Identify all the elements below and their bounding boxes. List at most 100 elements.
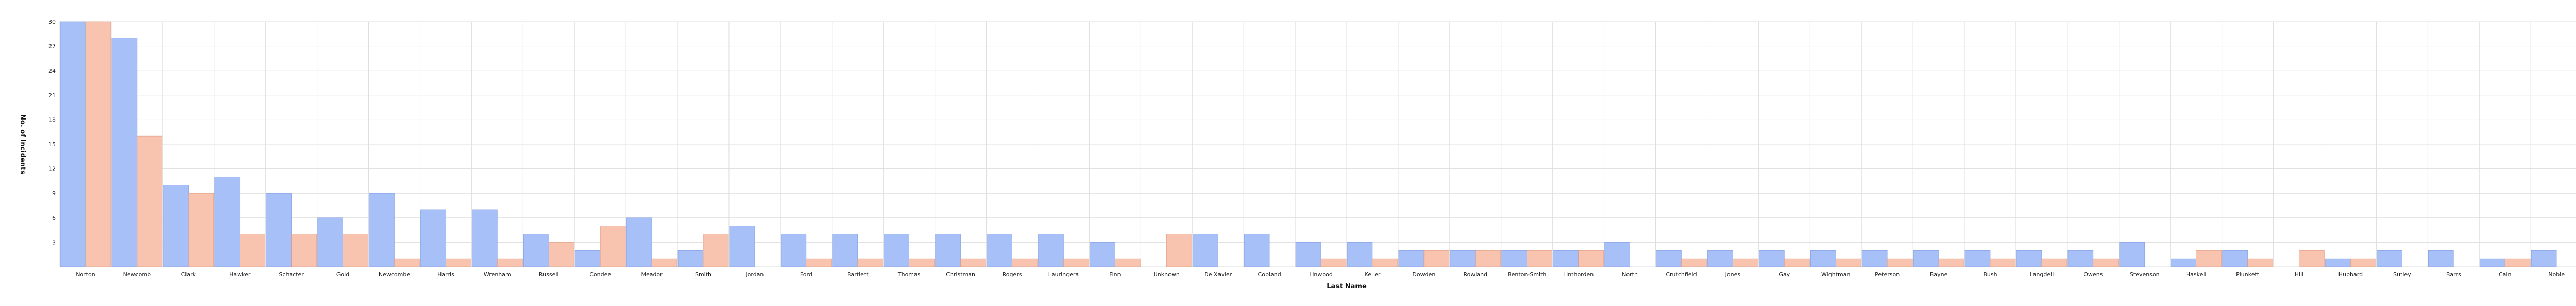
x-tick-label: Dowden: [1412, 271, 1435, 278]
x-tick-label: Keller: [1365, 271, 1381, 278]
bar-series-1: [1810, 250, 1836, 267]
bar-series-1: [2479, 258, 2505, 267]
bar-series-2: [188, 193, 214, 267]
x-tick-label: Unknown: [1154, 271, 1180, 278]
x-tick-label: Jordan: [745, 271, 764, 278]
bar-series-1: [1244, 234, 1270, 267]
bar-series-2: [548, 242, 574, 267]
bar-series-2: [1475, 250, 1501, 267]
bar-series-2: [1681, 258, 1707, 267]
bar-series-1: [2016, 250, 2042, 267]
x-tick-label: Gold: [336, 271, 349, 278]
bar-series-2: [1372, 258, 1398, 267]
bar-series-2: [2041, 258, 2067, 267]
x-tick-label: Crutchfield: [1666, 271, 1697, 278]
bar-series-2: [497, 258, 523, 267]
bar-series-1: [1038, 234, 1064, 267]
bar-series-1: [1913, 250, 1939, 267]
x-tick-label: Clark: [181, 271, 196, 278]
bar-series-2: [806, 258, 832, 267]
x-tick-label: Wightman: [1821, 271, 1850, 278]
x-tick-label: Peterson: [1875, 271, 1900, 278]
x-tick-label: Rogers: [1003, 271, 1022, 278]
bar-series-2: [446, 258, 471, 267]
bar-series-2: [1423, 250, 1450, 267]
x-tick-label: Barrs: [2446, 271, 2461, 278]
x-tick-label: Jones: [1725, 271, 1741, 278]
bar-series-1: [1347, 242, 1373, 267]
bar-series-1: [2377, 250, 2402, 267]
x-tick-label: Linthorden: [1563, 271, 1594, 278]
x-tick-label: Bartlett: [847, 271, 869, 278]
bar-series-1: [1398, 250, 1425, 267]
y-tick-label: 27: [48, 43, 56, 50]
bar-series-1: [420, 209, 446, 267]
bar-series-2: [1527, 250, 1552, 267]
bar-series-2: [1938, 258, 1964, 267]
bar-series-2: [240, 234, 265, 267]
bar-series-1: [1501, 250, 1528, 267]
ticks: 3 6 9 12 15 18 21 24 27 30 Norton Newcomb Clark Hawke…: [48, 19, 2565, 278]
bar-series-2: [1012, 258, 1038, 267]
x-tick-label: Newcomb: [123, 271, 151, 278]
bar-series-1: [266, 193, 292, 267]
bar-series-2: [2350, 258, 2376, 267]
x-tick-label: Thomas: [897, 271, 921, 278]
bar-series-1: [472, 209, 498, 267]
bar-series-2: [600, 226, 626, 267]
bar-series-2: [1063, 258, 1089, 267]
bar-series-1: [214, 177, 241, 267]
bar-series-1: [1295, 242, 1321, 267]
bar-series-2: [1835, 258, 1861, 267]
bar-series-1: [1759, 250, 1785, 267]
x-tick-label: Ford: [800, 271, 812, 278]
y-tick-label: 18: [48, 116, 56, 123]
bar-series-2: [1115, 258, 1141, 267]
bar-series-1: [1553, 250, 1579, 267]
bar-series-1: [1964, 250, 1991, 267]
bar-series-1: [1450, 250, 1476, 267]
y-tick-label: 30: [48, 19, 56, 25]
x-tick-label: Russell: [539, 271, 558, 278]
x-tick-label: Stevenson: [2130, 271, 2160, 278]
x-tick-label: Smith: [695, 271, 711, 278]
bar-series-2: [1887, 258, 1913, 267]
bar-series-1: [832, 234, 858, 267]
bar-series-1: [1090, 242, 1115, 267]
bar-series-1: [523, 234, 549, 267]
bar-series-2: [651, 258, 677, 267]
bar-series-1: [1656, 250, 1682, 267]
bar-series-1: [2171, 258, 2196, 267]
x-tick-label: Cain: [2499, 271, 2511, 278]
bar-series-2: [2299, 250, 2325, 267]
y-tick-label: 6: [52, 215, 56, 222]
x-tick-label: Hubbard: [2338, 271, 2363, 278]
x-tick-label: Noble: [2548, 271, 2565, 278]
bar-series-2: [85, 21, 111, 267]
x-tick-label: Bush: [1983, 271, 1997, 278]
x-tick-label: Lauringera: [1048, 271, 1079, 278]
x-tick-label: Owens: [2083, 271, 2103, 278]
bar-series-1: [369, 193, 395, 267]
bar-series-2: [291, 234, 317, 267]
bar-series-1: [1707, 250, 1733, 267]
x-tick-label: De Xavier: [1204, 271, 1232, 278]
x-axis-title: Last Name: [1327, 283, 1367, 291]
bar-series-1: [1604, 242, 1630, 267]
y-tick-label: 3: [52, 239, 56, 246]
x-tick-label: Schacter: [279, 271, 304, 278]
bar-series-1: [884, 234, 909, 267]
bar-series-1: [2325, 258, 2351, 267]
x-tick-label: Christman: [946, 271, 975, 278]
bar-series-2: [1320, 258, 1347, 267]
x-tick-label: Finn: [1109, 271, 1121, 278]
bar-series-2: [1990, 258, 2016, 267]
x-tick-label: Norton: [76, 271, 95, 278]
bars: [60, 21, 2557, 267]
y-tick-label: 24: [48, 67, 56, 74]
x-tick-label: Linwood: [1309, 271, 1333, 278]
bar-series-2: [857, 258, 884, 267]
x-tick-label: Benton-Smith: [1507, 271, 1546, 278]
bar-series-1: [987, 234, 1012, 267]
